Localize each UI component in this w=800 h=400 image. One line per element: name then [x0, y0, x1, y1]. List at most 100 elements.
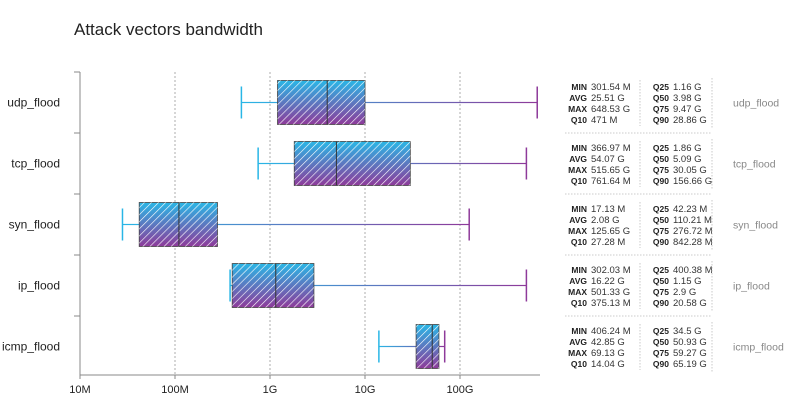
- stats-udp_flood: MIN 301.54 M AVG 25.51 G MAX 648.53 G Q10 471 M…: [568, 78, 779, 128]
- stat-key: Q75: [653, 287, 669, 297]
- category-label: syn_flood: [9, 218, 60, 232]
- stat-value: 3.98 G: [673, 93, 702, 104]
- stat-key: Q90: [653, 115, 669, 125]
- stat-key: Q50: [653, 93, 669, 103]
- side-series-label: syn_flood: [733, 220, 778, 232]
- category-label: tcp_flood: [11, 157, 60, 171]
- side-series-label: ip_flood: [733, 281, 770, 293]
- stat-key: Q25: [653, 265, 669, 275]
- stat-key: Q75: [653, 104, 669, 114]
- stat-key: Q90: [653, 237, 669, 247]
- x-tick-label: 100G: [447, 384, 474, 396]
- stat-key: Q50: [653, 154, 669, 164]
- stat-value: 276.72 M: [673, 226, 713, 237]
- stat-value: 156.66 G: [673, 176, 712, 187]
- stat-key: AVG: [569, 215, 587, 225]
- stat-value: 110.21 M: [673, 215, 712, 226]
- stat-key: MIN: [571, 82, 587, 92]
- stat-value: 125.65 G: [591, 226, 630, 237]
- stat-key: Q75: [653, 165, 669, 175]
- stat-key: Q10: [571, 115, 587, 125]
- stat-value: 20.58 G: [673, 298, 707, 309]
- whisker-line: [241, 101, 538, 104]
- stat-key: Q50: [653, 215, 669, 225]
- chart-title: Attack vectors bandwidth: [74, 20, 263, 39]
- iqr-box-hatch: [294, 141, 411, 186]
- stat-key: Q25: [653, 82, 669, 92]
- stat-key: Q50: [653, 276, 669, 286]
- stat-key: Q90: [653, 359, 669, 369]
- stat-key: MAX: [568, 348, 587, 358]
- stats-tcp_flood: MIN 366.97 M AVG 54.07 G MAX 515.65 G Q10 761.6…: [565, 132, 776, 189]
- stat-value: 28.86 G: [673, 115, 707, 126]
- iqr-box-hatch: [416, 324, 439, 369]
- iqr-box-hatch: [232, 263, 314, 308]
- stat-value: 5.09 G: [673, 154, 702, 165]
- stat-key: Q75: [653, 226, 669, 236]
- stat-value: 42.23 M: [673, 204, 707, 215]
- stat-value: 16.22 G: [591, 276, 625, 287]
- stat-key: MAX: [568, 287, 587, 297]
- stat-value: 54.07 G: [591, 154, 625, 165]
- category-label: udp_flood: [7, 96, 60, 110]
- stat-value: 65.19 G: [673, 359, 707, 370]
- stat-key: Q10: [571, 298, 587, 308]
- x-tick-label: 100M: [161, 384, 189, 396]
- category-label: ip_flood: [18, 279, 60, 293]
- stat-key: MIN: [571, 143, 587, 153]
- side-series-label: tcp_flood: [733, 159, 776, 171]
- series-layer: udp_flood tcp_flood syn_flood ip_flood icmp_…: [2, 80, 538, 369]
- stat-value: 406.24 M: [591, 326, 631, 337]
- stat-value: 69.13 G: [591, 348, 625, 359]
- stat-key: Q25: [653, 143, 669, 153]
- stat-value: 25.51 G: [591, 93, 625, 104]
- stat-key: MAX: [568, 226, 587, 236]
- stat-value: 17.13 M: [591, 204, 625, 215]
- stat-key: AVG: [569, 154, 587, 164]
- series-udp_flood: udp_flood: [7, 80, 538, 125]
- stat-value: 515.65 G: [591, 165, 630, 176]
- stats-ip_flood: MIN 302.03 M AVG 16.22 G MAX 501.33 G Q10 375.1…: [565, 254, 770, 311]
- x-tick-label: 1G: [263, 384, 278, 396]
- stat-value: 400.38 M: [673, 265, 713, 276]
- whisker-line: [122, 223, 470, 226]
- stat-key: MIN: [571, 326, 587, 336]
- stat-value: 2.9 G: [673, 287, 696, 298]
- stat-key: MAX: [568, 165, 587, 175]
- stat-value: 761.64 M: [591, 176, 631, 187]
- stats-layer: MIN 301.54 M AVG 25.51 G MAX 648.53 G Q10 471 M…: [565, 78, 784, 372]
- stat-value: 648.53 G: [591, 104, 630, 115]
- stat-value: 375.13 M: [591, 298, 631, 309]
- category-label: icmp_flood: [2, 340, 60, 354]
- stat-key: Q10: [571, 237, 587, 247]
- series-tcp_flood: tcp_flood: [11, 141, 528, 186]
- stat-key: MIN: [571, 265, 587, 275]
- iqr-box-hatch: [139, 202, 218, 247]
- side-series-label: icmp_flood: [733, 342, 784, 354]
- x-tick-label: 10M: [69, 384, 90, 396]
- stat-value: 366.97 M: [591, 143, 631, 154]
- stat-value: 1.16 G: [673, 82, 702, 93]
- stat-key: Q25: [653, 326, 669, 336]
- stat-key: AVG: [569, 337, 587, 347]
- stats-syn_flood: MIN 17.13 M AVG 2.08 G MAX 125.65 G Q10 27.28 M…: [565, 193, 778, 250]
- stat-key: AVG: [569, 276, 587, 286]
- stat-key: AVG: [569, 93, 587, 103]
- stats-icmp_flood: MIN 406.24 M AVG 42.85 G MAX 69.13 G Q10 14.04 …: [565, 315, 784, 372]
- stat-value: 34.5 G: [673, 326, 702, 337]
- grid-layer: [174, 72, 461, 375]
- stat-value: 501.33 G: [591, 287, 630, 298]
- x-axis: 10M 100M 1G 10G 100G: [69, 71, 540, 396]
- stat-key: Q90: [653, 298, 669, 308]
- series-icmp_flood: icmp_flood: [2, 324, 446, 369]
- stat-value: 301.54 M: [591, 82, 631, 93]
- stat-value: 842.28 M: [673, 237, 713, 248]
- stat-key: MIN: [571, 204, 587, 214]
- stat-key: Q25: [653, 204, 669, 214]
- series-ip_flood: ip_flood: [18, 263, 528, 308]
- stat-value: 1.15 G: [673, 276, 702, 287]
- stat-key: Q75: [653, 348, 669, 358]
- stat-key: Q10: [571, 359, 587, 369]
- iqr-box-hatch: [277, 80, 365, 125]
